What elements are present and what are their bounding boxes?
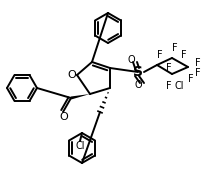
Text: F: F (195, 58, 201, 68)
Text: F: F (172, 43, 178, 53)
Text: O: O (127, 55, 135, 65)
Text: F: F (157, 50, 163, 60)
Text: Cl: Cl (174, 81, 184, 91)
Text: F: F (188, 74, 194, 84)
Text: F: F (195, 68, 201, 78)
Text: F: F (166, 81, 172, 91)
Text: F: F (166, 63, 172, 73)
Text: O: O (134, 80, 142, 90)
Text: O: O (68, 70, 76, 80)
Text: O: O (60, 112, 68, 122)
Text: Cl: Cl (75, 141, 85, 151)
Polygon shape (71, 94, 90, 99)
Text: S: S (133, 65, 143, 79)
Text: F: F (181, 50, 187, 60)
